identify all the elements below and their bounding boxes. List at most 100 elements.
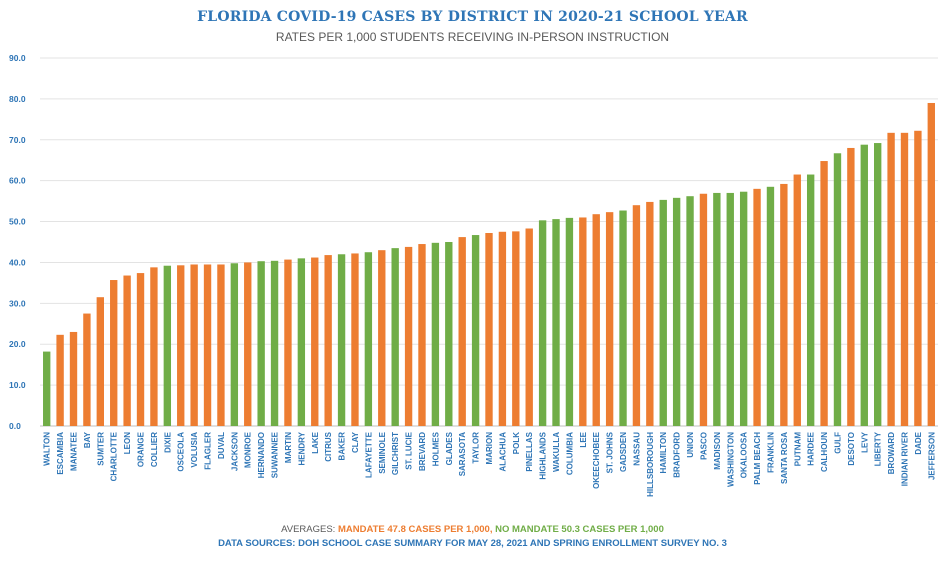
chart-subtitle: RATES PER 1,000 STUDENTS RECEIVING IN-PE…	[275, 30, 670, 44]
bar	[874, 143, 882, 426]
bar	[284, 259, 292, 426]
bar	[565, 217, 574, 426]
x-tick-label: BREVARD	[418, 432, 427, 471]
bar	[458, 237, 466, 426]
bar	[713, 192, 721, 426]
bar	[860, 144, 868, 426]
bar	[525, 228, 533, 426]
y-tick-label: 10.0	[9, 380, 26, 390]
bar	[177, 265, 185, 426]
chart-title: FLORIDA COVID-19 CASES BY DISTRICT IN 20…	[197, 9, 748, 25]
bar	[150, 267, 158, 426]
x-tick-label: BRADFORD	[673, 432, 682, 478]
bar	[418, 244, 426, 426]
bar	[351, 253, 359, 426]
x-tick-label: MANATEE	[70, 431, 79, 471]
bar	[887, 132, 895, 426]
bar	[538, 220, 547, 426]
bar	[659, 199, 667, 426]
x-tick-label: ST. LUCIE	[405, 431, 414, 469]
bar	[619, 210, 627, 426]
x-tick-label: JACKSON	[230, 432, 239, 471]
bar	[445, 242, 453, 426]
bar	[579, 217, 587, 426]
bar	[847, 147, 855, 426]
x-tick-label: SEMINOLE	[378, 431, 387, 473]
x-tick-label: UNION	[686, 432, 695, 458]
bar	[83, 313, 91, 426]
bar	[632, 205, 641, 426]
bar	[391, 248, 399, 426]
bar	[900, 132, 909, 426]
x-tick-label: OKEECHOBEE	[592, 431, 601, 489]
bar	[485, 233, 493, 426]
x-tick-label: CALHOUN	[820, 432, 829, 472]
y-tick-label: 80.0	[9, 94, 26, 104]
x-tick-label: HERNANDO	[257, 432, 266, 478]
x-tick-label: HIGHLANDS	[539, 431, 548, 479]
bar	[324, 255, 332, 426]
data-sources: DATA SOURCES: DOH SCHOOL CASE SUMMARY FO…	[218, 538, 727, 549]
x-tick-label: LEON	[123, 432, 132, 454]
bar	[431, 242, 440, 426]
x-tick-label: GULF	[833, 432, 842, 454]
x-tick-label: CLAY	[351, 431, 360, 453]
x-tick-label: GLADES	[445, 431, 454, 465]
x-tick-label: HOLMES	[431, 431, 440, 466]
bar	[378, 250, 386, 426]
bar	[217, 264, 225, 426]
x-tick-label: ALACHUA	[498, 432, 507, 472]
y-tick-label: 70.0	[9, 135, 26, 145]
mandate-average: MANDATE 47.8 CASES PER 1,000,	[337, 524, 493, 535]
x-tick-label: POLK	[512, 432, 521, 454]
bar	[136, 273, 145, 426]
x-tick-label: PUTNAM	[793, 432, 802, 467]
x-tick-label: HILLSBOROUGH	[646, 432, 655, 497]
x-tick-label: FRANKLIN	[766, 432, 775, 473]
bar	[672, 197, 681, 426]
x-tick-label: SUMTER	[96, 432, 105, 466]
bar	[914, 130, 922, 426]
bar	[364, 252, 373, 426]
bar	[56, 334, 64, 426]
x-tick-label: PINELLAS	[525, 431, 534, 471]
x-tick-label: COLLIER	[150, 432, 159, 467]
bar	[123, 275, 131, 426]
bar	[646, 201, 654, 426]
x-tick-label: WASHINGTON	[726, 432, 735, 487]
bar	[43, 351, 51, 426]
x-tick-label: BAY	[83, 431, 92, 448]
bar	[257, 261, 265, 426]
x-tick-label: VOLUSIA	[190, 432, 199, 468]
bar	[686, 196, 694, 426]
bar	[780, 183, 788, 426]
bar	[244, 262, 252, 426]
x-tick-label: COLUMBIA	[565, 432, 574, 475]
x-tick-label: DADE	[914, 431, 923, 454]
no-mandate-average: NO MANDATE 50.3 CASES PER 1,000	[495, 524, 664, 535]
bar	[163, 265, 172, 426]
bar	[753, 188, 761, 426]
x-tick-label: SARASOTA	[458, 432, 467, 477]
y-tick-label: 20.0	[9, 339, 26, 349]
x-tick-label: LAKE	[311, 431, 320, 453]
x-tick-label: MARION	[485, 432, 494, 465]
x-tick-label: MADISON	[713, 432, 722, 470]
x-tick-label: SANTA ROSA	[780, 432, 789, 484]
x-tick-label: GADSDEN	[619, 432, 628, 472]
bar	[512, 231, 520, 426]
bar	[69, 331, 78, 426]
x-tick-label: ESCAMBIA	[56, 432, 65, 475]
bar	[592, 214, 600, 426]
y-tick-label: 90.0	[9, 53, 26, 63]
x-tick-label: JEFFERSON	[927, 432, 936, 480]
x-tick-label: ORANGE	[137, 431, 146, 467]
bar	[203, 264, 212, 426]
bar	[498, 231, 507, 426]
x-tick-label: INDIAN RIVER	[900, 432, 909, 486]
x-tick-label: SUWANNEE	[271, 431, 280, 478]
x-tick-label: TAYLOR	[472, 432, 481, 464]
bar	[739, 191, 748, 426]
